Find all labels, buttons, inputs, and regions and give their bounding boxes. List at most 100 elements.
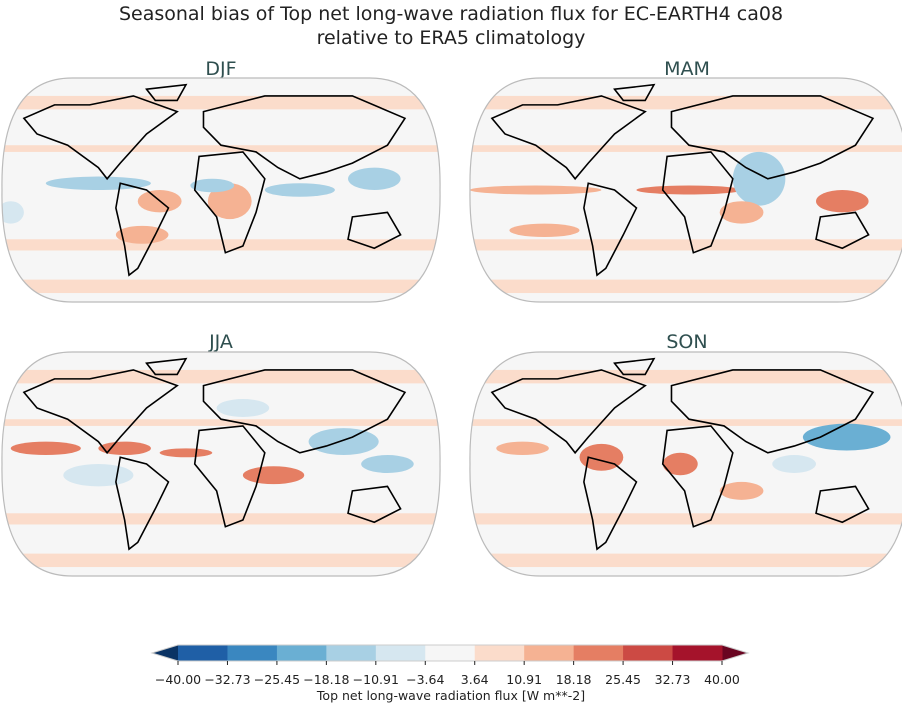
coastline <box>145 357 188 376</box>
coastline <box>670 95 875 180</box>
panel-title-son: SON <box>666 331 708 353</box>
colorbar-swatch <box>178 645 228 661</box>
map-panel-mam <box>469 77 902 303</box>
colorbar-swatch <box>672 645 723 661</box>
map-panel-jja <box>1 351 441 577</box>
coastline <box>347 211 402 250</box>
bias-region <box>802 423 891 451</box>
bias-band <box>2 419 440 426</box>
panel-title-djf: DJF <box>205 58 237 80</box>
coastline <box>22 95 179 181</box>
map-panel-son <box>469 351 902 577</box>
coastline <box>193 151 266 254</box>
colorbar-swatch <box>326 645 377 661</box>
coastline <box>670 369 875 454</box>
colorbar-tick-label: 32.73 <box>654 672 691 687</box>
bias-region <box>159 448 213 458</box>
bias-region <box>10 441 81 456</box>
bias-region <box>361 455 414 473</box>
bias-region <box>1 201 24 224</box>
bias-band <box>2 279 440 294</box>
colorbar-tick-label: 10.91 <box>506 672 543 687</box>
colorbar-tick-label: −18.18 <box>303 672 350 687</box>
figure-title-line1: Seasonal bias of Top net long-wave radia… <box>118 3 784 25</box>
map-boundary <box>469 351 902 577</box>
colorbar-swatch <box>573 645 624 661</box>
bias-region <box>662 452 698 476</box>
bias-band <box>470 369 902 384</box>
bias-region <box>242 466 305 485</box>
bias-region <box>264 183 335 197</box>
panel-title-mam: MAM <box>664 58 710 80</box>
colorbar <box>150 644 750 665</box>
bias-band <box>470 419 902 426</box>
bias-region <box>732 151 786 206</box>
colorbar-tick-label: 25.45 <box>605 672 641 687</box>
coastline <box>193 425 266 528</box>
bias-region <box>772 455 817 473</box>
bias-region <box>636 185 742 195</box>
bias-band <box>2 145 440 152</box>
colorbar-tick-label: −40.00 <box>154 672 202 687</box>
colorbar-tick-label: 3.64 <box>460 672 489 687</box>
bias-band <box>2 513 440 525</box>
map-boundary <box>469 77 902 303</box>
colorbar-swatch <box>623 645 674 661</box>
colorbar-tick-label: 18.18 <box>555 672 592 687</box>
colorbar-swatch <box>425 645 476 661</box>
bias-region <box>470 185 602 195</box>
figure-title-line2: relative to ERA5 climatology <box>316 27 586 49</box>
bias-region <box>207 183 252 220</box>
coastline <box>202 369 407 454</box>
bias-band <box>2 95 440 110</box>
colorbar-over-triangle <box>722 645 748 661</box>
colorbar-tick-label: −3.64 <box>406 672 445 687</box>
coastline <box>115 182 170 277</box>
coastline <box>490 369 647 455</box>
coastline <box>613 83 656 102</box>
coastline <box>490 95 647 181</box>
coastline <box>115 456 170 551</box>
bias-region <box>719 481 764 500</box>
coastline <box>583 456 638 551</box>
coastline <box>815 211 870 250</box>
bias-band <box>470 513 902 525</box>
map-panel-djf <box>1 77 441 303</box>
coastline <box>583 182 638 277</box>
colorbar-swatch <box>276 645 327 661</box>
bias-region <box>190 178 235 193</box>
coastline <box>22 369 179 455</box>
coastline <box>347 485 402 524</box>
colorbar-tick-label: 40.00 <box>704 672 740 687</box>
coastline <box>613 357 656 376</box>
colorbar-swatch <box>375 645 426 661</box>
colorbar-tick-label: −32.73 <box>204 672 251 687</box>
bias-region <box>308 428 379 456</box>
colorbar-label: Top net long-wave radiation flux [W m**-… <box>316 688 586 703</box>
bias-region <box>509 223 580 238</box>
coastline <box>661 425 734 528</box>
colorbar-swatch <box>524 645 575 661</box>
bias-band <box>470 145 902 152</box>
coastline <box>145 83 188 102</box>
colorbar-swatch <box>474 645 525 661</box>
bias-region <box>496 441 549 456</box>
bias-region <box>348 167 401 190</box>
bias-region <box>45 176 151 190</box>
map-boundary <box>1 77 441 303</box>
bias-region <box>719 201 764 224</box>
colorbar-swatch <box>227 645 278 661</box>
bias-region <box>816 190 869 213</box>
coastline <box>815 485 870 524</box>
bias-region <box>115 225 169 244</box>
bias-band <box>2 553 440 568</box>
bias-region <box>216 399 270 417</box>
bias-region <box>63 464 134 487</box>
bias-band <box>470 95 902 110</box>
bias-band <box>2 369 440 384</box>
colorbar-tick-label: −10.91 <box>352 672 399 687</box>
bias-region <box>98 441 151 456</box>
colorbar-tick-label: −25.45 <box>253 672 301 687</box>
